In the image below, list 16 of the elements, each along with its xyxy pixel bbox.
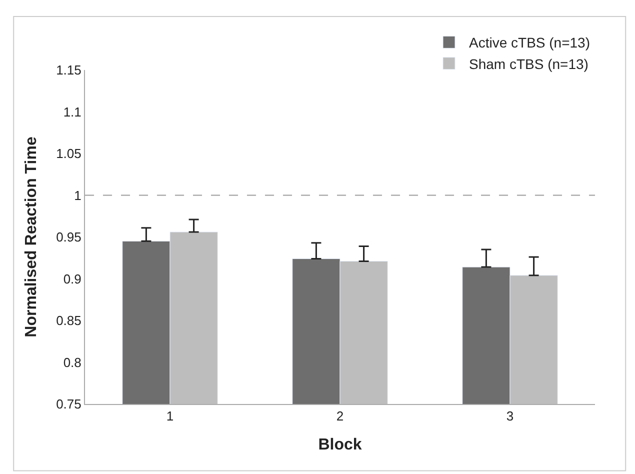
y-tick-label: 0.9 — [63, 271, 82, 286]
x-axis-title: Block — [318, 436, 362, 454]
y-tick-label: 1 — [74, 188, 82, 203]
y-tick-label: 0.8 — [63, 354, 82, 370]
y-tick-label: 1.1 — [63, 104, 82, 120]
y-tick-label: 0.75 — [56, 396, 82, 412]
y-tick-label: 0.85 — [56, 313, 82, 328]
x-tick-label: 2 — [336, 408, 344, 424]
y-tick-label: 0.95 — [56, 230, 82, 245]
y-axis-title: Normalised Reaction Time — [22, 136, 40, 338]
legend-label: Sham cTBS (n=13) — [469, 56, 588, 72]
legend-label: Active cTBS (n=13) — [469, 34, 590, 51]
y-tick-label: 1.05 — [56, 146, 82, 162]
x-tick-label: 1 — [166, 408, 174, 424]
y-tick-label: 1.15 — [56, 62, 82, 78]
x-tick-label: 3 — [506, 408, 514, 424]
